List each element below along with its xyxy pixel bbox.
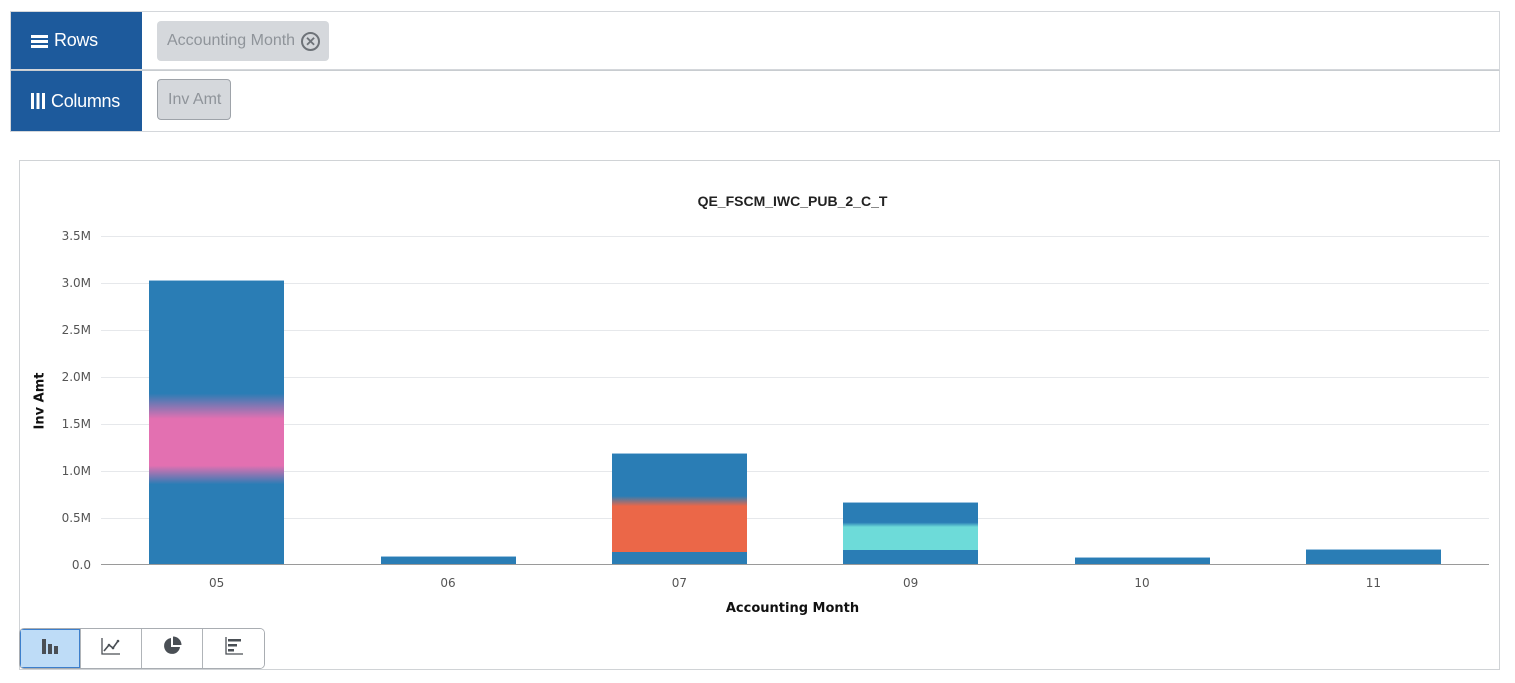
horizontal-bar-chart-button[interactable] <box>203 629 264 668</box>
y-tick-label: 3.0M <box>61 276 91 290</box>
columns-shelf: Columns Inv Amt <box>10 70 1500 132</box>
columns-icon <box>31 93 45 109</box>
rows-icon <box>31 34 48 48</box>
bar-chart-icon <box>41 638 59 659</box>
x-axis-line <box>101 564 1489 565</box>
y-tick-label: 1.5M <box>61 417 91 431</box>
bar-05[interactable] <box>149 280 285 564</box>
rows-label-text: Rows <box>54 30 98 50</box>
y-tick-label: 2.5M <box>61 323 91 337</box>
bar-06[interactable] <box>380 556 516 564</box>
bar-07[interactable] <box>611 453 747 564</box>
gridline <box>101 424 1489 425</box>
plot-area: 0.0 0.5M 1.0M 1.5M 2.0M 2.5M 3.0M 3.5M <box>62 229 1489 572</box>
x-tick-label: 05 <box>209 576 225 590</box>
x-axis-label: Accounting Month <box>725 601 860 616</box>
gridline <box>101 330 1489 331</box>
bar-chart-button[interactable] <box>20 629 81 668</box>
chart-panel: QE_FSCM_IWC_PUB_2_C_T Inv Amt 0.0 0.5M 1.0… <box>19 160 1500 670</box>
y-tick-label: 2.0M <box>61 370 91 384</box>
chart-type-switcher <box>19 628 265 669</box>
y-tick-label: 3.5M <box>61 229 91 243</box>
bar-11[interactable] <box>1305 548 1441 564</box>
x-tick-label: 06 <box>440 576 456 590</box>
horizontal-bar-chart-icon <box>224 637 243 660</box>
rows-shelf: Rows Accounting Month ✕ <box>10 11 1500 70</box>
columns-shelf-label: Columns <box>11 71 142 131</box>
y-tick-label: 0.0 <box>71 558 91 572</box>
pill-label: Inv Amt <box>168 90 222 108</box>
line-chart-button[interactable] <box>81 629 142 668</box>
pie-chart-button[interactable] <box>142 629 203 668</box>
line-chart-icon <box>101 637 121 660</box>
gridline <box>101 377 1489 378</box>
remove-pill-icon[interactable]: ✕ <box>301 31 321 51</box>
bar-10[interactable] <box>1074 556 1210 564</box>
chart-title: QE_FSCM_IWC_PUB_2_C_T <box>697 193 888 209</box>
gridline <box>101 518 1489 519</box>
y-tick-label: 0.5M <box>61 511 91 525</box>
gridline <box>101 283 1489 284</box>
y-tick-label: 1.0M <box>61 464 91 478</box>
pill-accounting-month[interactable]: Accounting Month ✕ <box>157 21 330 61</box>
bar-09[interactable] <box>843 501 979 564</box>
pill-label: Accounting Month <box>167 32 296 49</box>
rows-shelf-label: Rows <box>11 12 142 69</box>
columns-label-text: Columns <box>51 90 120 111</box>
gridline <box>101 236 1489 237</box>
x-tick-label: 10 <box>1134 576 1150 590</box>
x-tick-label: 11 <box>1365 576 1381 590</box>
x-tick-label: 07 <box>671 576 687 590</box>
gridline <box>101 471 1489 472</box>
x-tick-label: 09 <box>903 576 919 590</box>
pie-chart-icon <box>162 636 182 661</box>
pill-inv-amt[interactable]: Inv Amt <box>157 79 232 120</box>
